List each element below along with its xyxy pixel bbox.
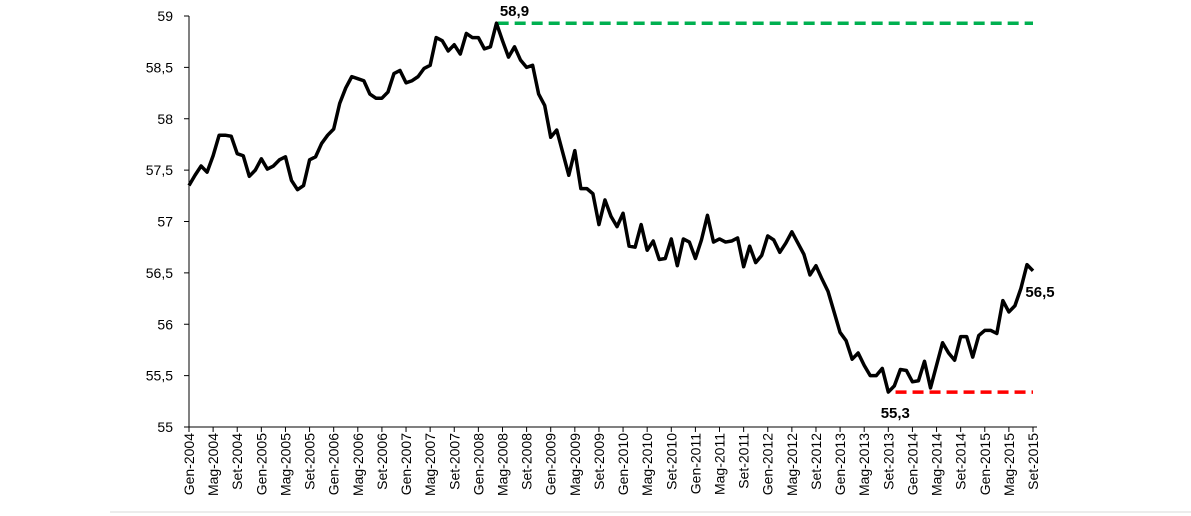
x-tick-label: Mag-2008	[494, 433, 510, 496]
x-tick-label: Mag-2009	[567, 433, 583, 496]
x-tick-label: Gen-2009	[543, 433, 559, 495]
x-tick-label: Set-2005	[302, 433, 318, 490]
x-tick-label: Gen-2014	[904, 433, 920, 495]
x-tick-label: Mag-2004	[205, 433, 221, 496]
y-tick-label: 59	[157, 8, 173, 24]
y-tick-label: 57,5	[146, 162, 173, 178]
y-tick-label: 56,5	[146, 265, 173, 281]
x-tick-label: Gen-2008	[470, 433, 486, 495]
x-tick-label: Set-2011	[736, 433, 752, 489]
x-tick-label: Mag-2012	[784, 433, 800, 496]
x-tick-label: Gen-2013	[832, 433, 848, 495]
x-tick-label: Mag-2015	[1001, 433, 1017, 496]
y-tick-label: 55	[157, 419, 173, 435]
value-label: 55,3	[881, 405, 910, 422]
x-tick-label: Set-2012	[808, 433, 824, 490]
x-tick-label: Gen-2011	[687, 433, 703, 494]
y-tick-label: 57	[157, 214, 173, 230]
x-tick-label: Gen-2007	[398, 433, 414, 495]
x-tick-label: Gen-2015	[977, 433, 993, 495]
data-line	[187, 21, 1035, 394]
x-tick-label: Set-2015	[1025, 433, 1041, 490]
x-tick-label: Mag-2005	[277, 433, 293, 496]
x-tick-label: Mag-2011	[712, 433, 728, 495]
x-tick-label: Mag-2006	[350, 433, 366, 496]
value-label: 58,9	[500, 3, 529, 20]
x-tick-label: Set-2009	[591, 433, 607, 490]
y-tick-label: 58,5	[146, 59, 173, 75]
x-tick-label: Gen-2012	[760, 433, 776, 495]
x-tick-label: Mag-2010	[639, 433, 655, 496]
y-tick-label: 56	[157, 316, 173, 332]
x-tick-label: Gen-2006	[326, 433, 342, 495]
x-tick-label: Mag-2013	[856, 433, 872, 496]
x-tick-label: Set-2010	[663, 433, 679, 490]
x-tick-label: Set-2007	[446, 433, 462, 490]
x-tick-label: Set-2013	[880, 433, 896, 490]
y-tick-label: 55,5	[146, 368, 173, 384]
x-tick-label: Set-2008	[519, 433, 535, 490]
x-tick-label: Gen-2010	[615, 433, 631, 495]
x-tick-label: Set-2004	[229, 433, 245, 490]
value-label: 56,5	[1025, 284, 1054, 301]
x-tick-label: Mag-2014	[929, 433, 945, 496]
x-tick-label: Set-2014	[953, 433, 969, 490]
x-tick-label: Gen-2004	[181, 433, 197, 495]
x-tick-label: Set-2006	[374, 433, 390, 490]
y-tick-label: 58	[157, 111, 173, 127]
x-tick-label: Mag-2007	[422, 433, 438, 496]
x-tick-label: Gen-2005	[253, 433, 269, 495]
